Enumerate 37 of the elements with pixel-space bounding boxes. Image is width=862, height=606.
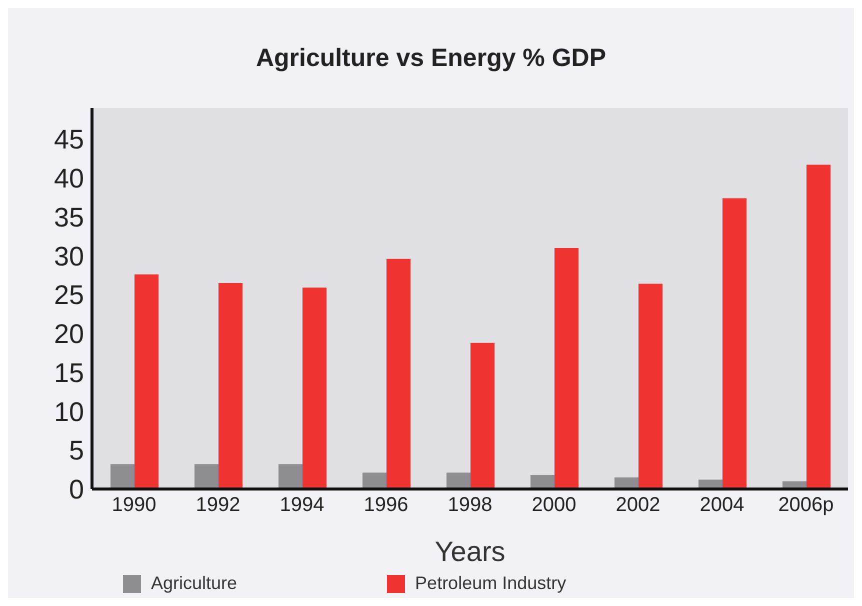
x-tick-label: 1996 (364, 494, 408, 516)
x-tick-label: 2000 (532, 494, 576, 516)
bar (218, 282, 242, 489)
bar (806, 164, 830, 489)
legend-label: Agriculture (151, 573, 238, 594)
y-tick-label: 0 (68, 474, 84, 505)
x-tick-label: 2002 (616, 494, 660, 516)
x-tick-label: 1992 (196, 494, 240, 516)
x-axis-title: Years (434, 536, 506, 567)
y-tick-label: 30 (54, 241, 84, 272)
bar (446, 472, 470, 489)
x-tick-label: 2006p (778, 494, 834, 516)
bar (362, 472, 386, 489)
bar (278, 464, 302, 489)
y-tick-label: 10 (54, 396, 84, 427)
x-tick-label: 1998 (448, 494, 492, 516)
y-tick-label: 25 (54, 280, 84, 310)
bar (194, 464, 218, 489)
chart-title: Agriculture vs Energy % GDP (254, 43, 608, 74)
y-tick-label: 5 (68, 436, 84, 466)
y-tick-label: 45 (54, 124, 84, 155)
x-tick-label: 1994 (280, 494, 324, 516)
bar (638, 284, 662, 489)
y-tick-label: 20 (54, 319, 84, 350)
y-tick-label: 40 (54, 164, 84, 194)
bar (134, 274, 158, 489)
bar (554, 248, 578, 489)
bar (470, 342, 494, 489)
bar (722, 198, 746, 489)
x-tick-label: 2004 (700, 494, 744, 516)
bar (110, 464, 134, 489)
legend-label: Petroleum Industry (415, 573, 566, 594)
bar (386, 258, 410, 489)
y-tick-label: 35 (54, 202, 84, 232)
y-tick-label: 15 (54, 358, 84, 388)
bar (302, 288, 326, 489)
x-tick-label: 1990 (112, 494, 156, 516)
